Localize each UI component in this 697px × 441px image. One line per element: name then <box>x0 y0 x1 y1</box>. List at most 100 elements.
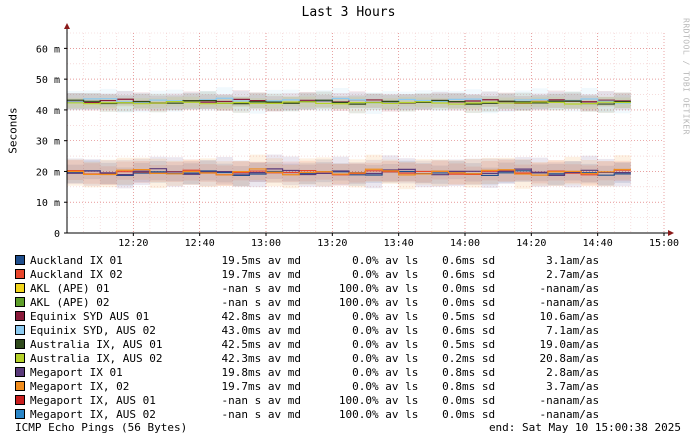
legend-avg-loss-unit: % av ls <box>372 309 419 323</box>
legend-avg-loss: 0.0 <box>352 351 372 365</box>
legend-item: Megaport IX, 02 19.7 ms av md 0.0% av ls 0.8… <box>15 379 626 393</box>
legend-sd: 0.6 <box>442 323 462 337</box>
legend-name: AKL (APE) 02 <box>30 295 110 309</box>
legend-avg-median: 19.5 <box>221 253 249 267</box>
legend-name: Megaport IX 01 <box>30 365 123 379</box>
legend-sd-unit: ms sd <box>462 351 496 365</box>
smoke-band-segment <box>398 94 416 110</box>
legend-amas: -nan <box>539 407 567 421</box>
legend-swatch <box>15 325 25 335</box>
legend-item: AKL (APE) 01 -nan s av md 100.0% av ls 0.0 m… <box>15 281 626 295</box>
legend-avg-median: 19.7 <box>221 379 249 393</box>
legend-amas-unit: am/as <box>566 323 600 337</box>
smoke-band-segment <box>365 162 383 181</box>
smoke-band-segment <box>216 99 233 109</box>
legend-avg-loss-unit: % av ls <box>372 253 419 267</box>
smoke-band-segment <box>266 99 283 109</box>
median-line <box>67 101 631 105</box>
x-axis-arrow <box>668 230 674 236</box>
legend-avg-loss: 0.0 <box>352 253 372 267</box>
smoke-band-segment <box>83 159 101 186</box>
legend-avg-loss: 0.0 <box>352 337 372 351</box>
legend-avg-median: 42.5 <box>221 337 249 351</box>
probe-description: ICMP Echo Pings (56 Bytes) <box>15 421 188 434</box>
legend-name: Auckland IX 02 <box>30 267 123 281</box>
legend-sd-unit: ms sd <box>462 323 496 337</box>
legend-amas: 7.1 <box>546 323 566 337</box>
legend-sd-unit: ms sd <box>462 393 496 407</box>
legend-item: Megaport IX 01 19.8 ms av md 0.0% av ls 0.8 m… <box>15 365 626 379</box>
smoke-band-segment <box>481 167 499 185</box>
median-line <box>67 168 631 176</box>
legend-swatch <box>15 409 25 419</box>
smoke-band-segment <box>83 93 101 111</box>
smoke-band-segment <box>266 89 283 109</box>
legend-amas-unit: am/as <box>566 379 600 393</box>
legend-sd: 0.8 <box>442 379 462 393</box>
legend-swatch <box>15 381 25 391</box>
legend-amas: 2.8 <box>546 365 566 379</box>
smoke-band-segment <box>581 87 598 108</box>
legend-sd: 0.2 <box>442 351 462 365</box>
y-tick-label: 30 m <box>36 137 60 148</box>
legend-swatch <box>15 297 25 307</box>
legend-sd: 0.8 <box>442 365 462 379</box>
legend-name: Australia IX, AUS 01 <box>30 337 163 351</box>
legend-name: Auckland IX 01 <box>30 253 123 267</box>
smoke-band-segment <box>365 93 383 110</box>
legend-avg-median: 43.0 <box>221 323 249 337</box>
legend-sd-unit: ms sd <box>462 267 496 281</box>
legend-avg-loss: 100.0 <box>338 281 372 295</box>
smoke-band-segment <box>249 154 266 181</box>
legend-item: Australia IX, AUS 02 42.3 ms av md 0.0% av … <box>15 351 626 365</box>
legend-avg-loss-unit: % av ls <box>372 267 419 281</box>
smoke-band-segment <box>564 161 582 188</box>
x-tick-label: 14:40 <box>583 238 613 249</box>
legend-swatch <box>15 339 25 349</box>
smoke-band-segment <box>382 91 399 110</box>
legend-avg-median-unit: s av md <box>248 295 301 309</box>
y-tick-label: 60 m <box>36 44 60 55</box>
legend-avg-median-unit: ms av md <box>248 253 301 267</box>
legend-swatch <box>15 311 25 321</box>
legend-amas: 3.1 <box>546 253 566 267</box>
legend-avg-median: -nan <box>221 393 249 407</box>
smoke-band-segment <box>249 94 266 114</box>
x-tick-label: 13:20 <box>317 238 347 249</box>
legend-amas: -nan <box>539 281 567 295</box>
legend-avg-median-unit: ms av md <box>248 323 301 337</box>
legend-avg-loss: 100.0 <box>338 295 372 309</box>
smoke-band-segment <box>67 164 84 184</box>
median-lines <box>67 97 631 177</box>
legend-name: Megaport IX, AUS 02 <box>30 407 156 421</box>
grid <box>67 32 665 233</box>
legend-avg-loss-unit: % av ls <box>372 379 419 393</box>
smoke-band-segment <box>614 155 631 180</box>
legend-avg-loss-unit: % av ls <box>372 365 419 379</box>
legend-avg-median-unit: s av md <box>248 407 301 421</box>
smoke-band-segment <box>282 161 300 183</box>
legend-sd: 0.0 <box>442 295 462 309</box>
legend-amas: 19.0 <box>539 337 567 351</box>
legend-name: Equinix SYD AUS 01 <box>30 309 150 323</box>
legend-amas: 20.8 <box>539 351 567 365</box>
y-tick-label: 50 m <box>36 75 60 86</box>
smoke-band-segment <box>133 157 150 180</box>
legend-sd: 0.5 <box>442 309 462 323</box>
smoke-band-segment <box>547 164 565 185</box>
x-tick-label: 12:20 <box>118 238 148 249</box>
legend-avg-loss-unit: % av ls <box>372 281 419 295</box>
legend-avg-loss: 0.0 <box>352 267 372 281</box>
smoke-band-segment <box>216 87 233 108</box>
smoke-band-segment <box>448 90 465 111</box>
legend-sd: 0.0 <box>442 281 462 295</box>
legend-avg-median-unit: ms av md <box>248 309 301 323</box>
smoke-band-segment <box>531 162 548 186</box>
legend-item: Megaport IX, AUS 02 -nan s av md 100.0% av… <box>15 407 626 421</box>
tick-labels: 0 10 m 20 m 30 m 40 m 50 m 60 m 12:20 12:40 13:00… <box>36 44 679 249</box>
axes <box>64 23 674 236</box>
y-tick-label: 0 <box>54 229 60 240</box>
legend-avg-loss: 0.0 <box>352 323 372 337</box>
legend-avg-median-unit: ms av md <box>248 365 301 379</box>
